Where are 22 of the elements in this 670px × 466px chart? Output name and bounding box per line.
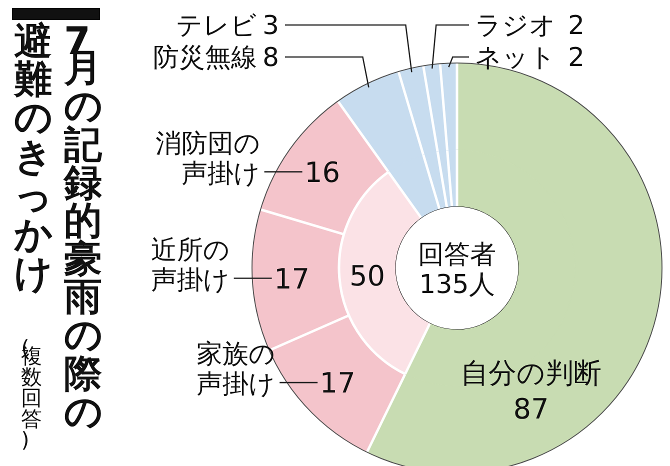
data-label: 87 <box>513 392 549 426</box>
slice-label: ラジオ <box>475 11 556 41</box>
slice-label: 近所の声掛け <box>150 235 230 296</box>
data-label: 16 <box>304 156 340 189</box>
slice-label: 防災無線 <box>153 43 257 73</box>
text: 7月の記録的豪雨の際の <box>63 19 104 434</box>
text: (複数回答) <box>21 336 42 452</box>
data-label: 50 <box>349 259 386 292</box>
data-label: 2 <box>568 43 585 73</box>
slice-label: 自分の判断 <box>460 356 602 390</box>
data-label: 17 <box>274 262 310 296</box>
slice-label: 消防団の声掛け <box>155 128 260 189</box>
text: 135人 <box>419 270 495 300</box>
data-label: 2 <box>568 11 585 41</box>
data-label: 17 <box>320 366 356 400</box>
text: 回答者 <box>418 240 496 270</box>
data-label: 8 <box>262 43 279 73</box>
data-label: 3 <box>262 11 279 41</box>
slice-label: テレビ <box>176 11 257 41</box>
text: 避難のきっかけ <box>13 19 54 295</box>
slice-label: ネット <box>475 43 556 73</box>
slice-label: 家族の声掛け <box>196 340 276 400</box>
